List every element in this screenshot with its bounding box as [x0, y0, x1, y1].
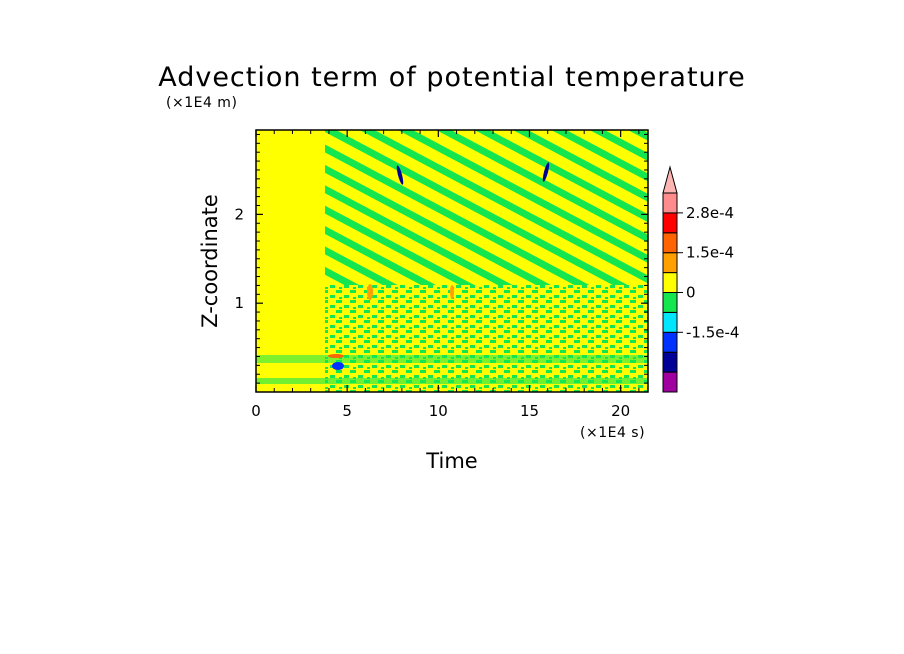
- y-axis: 12: [234, 133, 648, 384]
- colorbar: [662, 165, 678, 393]
- colorbar-swatch: [662, 192, 678, 214]
- colorbar-swatch: [662, 351, 678, 373]
- heatmap-pos-blob-1: [328, 354, 344, 358]
- heatmap-pos-blob-2: [367, 284, 373, 300]
- x-unit-label: (×1E4 s): [580, 425, 645, 441]
- heatmap-neg-blob-3: [542, 162, 550, 182]
- colorbar-labels: 2.8e-4 1.5e-4 0 -1.5e-4: [677, 204, 739, 341]
- x-axis: 0 5 10 15 20: [251, 130, 640, 420]
- x-tick-label: 0: [251, 402, 261, 420]
- colorbar-swatch: [662, 371, 678, 393]
- heatmap-noise-lower: [325, 285, 648, 392]
- colorbar-label: 1.5e-4: [686, 244, 734, 262]
- x-tick-label: 10: [429, 402, 448, 420]
- heatmap-neg-blob-2: [396, 165, 404, 185]
- heatmap-neg-blob-1: [332, 362, 344, 370]
- heatmap-band-base: [256, 378, 648, 384]
- colorbar-swatch: [662, 292, 678, 313]
- colorbar-label: 0: [686, 284, 696, 302]
- chart-title: Advection term of potential temperature: [158, 62, 746, 93]
- colorbar-swatch: [662, 311, 678, 333]
- y-tick-label: 1: [234, 294, 244, 312]
- colorbar-swatch: [662, 212, 678, 234]
- colorbar-extend-triangle: [662, 165, 678, 194]
- colorbar-swatch: [662, 252, 678, 274]
- plot-frame: [255, 129, 649, 393]
- y-tick-label: 2: [234, 205, 244, 223]
- colorbar-swatch: [662, 232, 678, 254]
- y-unit-label: (×1E4 m): [166, 95, 237, 111]
- x-axis-label: Time: [425, 449, 477, 473]
- colorbar-swatch: [662, 272, 678, 294]
- colorbar-swatch: [662, 331, 678, 353]
- x-tick-label: 5: [342, 402, 352, 420]
- x-tick-label: 15: [520, 402, 539, 420]
- plot-area: [256, 130, 648, 392]
- heatmap-stripes-upper: [325, 130, 648, 290]
- heatmap-band-bottom: [256, 355, 648, 363]
- x-tick-label: 20: [611, 402, 630, 420]
- heatmap-pos-blob-3: [450, 285, 454, 299]
- colorbar-label: 2.8e-4: [686, 204, 734, 222]
- colorbar-label: -1.5e-4: [686, 323, 739, 341]
- y-axis-label: Z-coordinate: [198, 194, 222, 328]
